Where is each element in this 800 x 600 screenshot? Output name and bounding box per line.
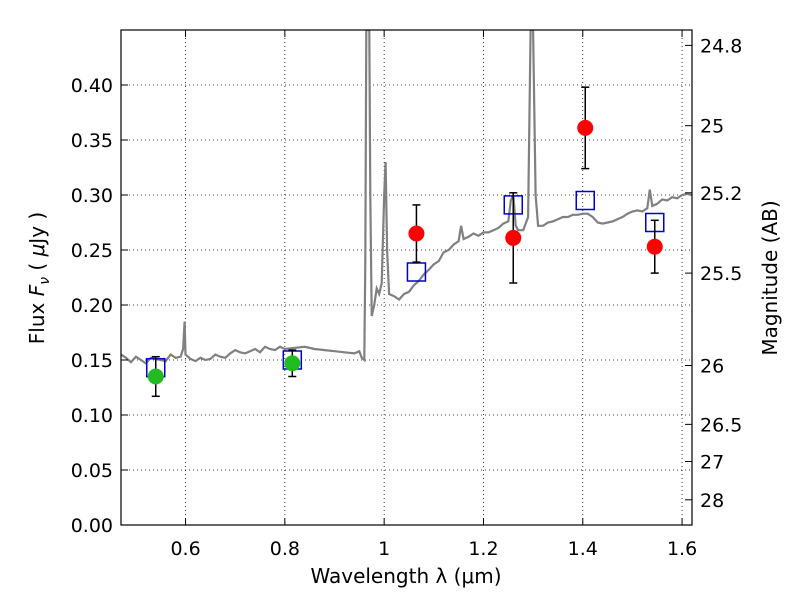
tick-labels: 0.6 0.8 1 1.2 1.4 1.6 0.00 0.05 0.10 0.15 0.20 0.25… (71, 35, 743, 560)
x-tick-label: 0.6 (170, 538, 200, 560)
right-axis-tick-label: 26 (700, 356, 724, 378)
photometry-point (577, 119, 594, 136)
right-axis-title: Magnitude (AB) (758, 200, 782, 355)
photometry-point (147, 368, 164, 385)
x-tick-label: 1.6 (667, 538, 697, 560)
grid (121, 30, 692, 526)
x-tick-label: 0.8 (270, 538, 300, 560)
right-axis-tick-label: 25.5 (700, 263, 742, 285)
x-tick-label: 1.2 (468, 538, 498, 560)
photometry-point (646, 238, 663, 255)
x-tick-label: 1 (378, 538, 390, 560)
spectrum-line (121, 30, 692, 365)
y-tick-label: 0.20 (71, 295, 113, 317)
x-axis-title: Wavelength λ (μm) (310, 564, 501, 588)
right-axis-tick-label: 28 (700, 490, 724, 512)
right-axis-tick-label: 27 (700, 452, 724, 474)
y-tick-label: 0.35 (71, 130, 113, 152)
right-axis-tick-label: 25.2 (700, 183, 742, 205)
x-tick-label: 1.4 (568, 538, 598, 560)
y-tick-label: 0.30 (71, 185, 113, 207)
right-axis-tick-label: 24.8 (700, 35, 742, 57)
photometry-point (408, 225, 425, 242)
model-photometry-point (575, 190, 595, 211)
right-axis-tick-label: 26.5 (700, 414, 742, 436)
photometry-point (284, 355, 301, 372)
photometry-point (505, 229, 522, 246)
model-photometry-point (406, 262, 427, 282)
y-tick-label: 0.05 (71, 460, 113, 482)
y-tick-label: 0.10 (71, 405, 113, 427)
plot-frame (120, 29, 693, 526)
right-axis-tick-label: 25 (700, 116, 724, 138)
y-axis-title: Flux Fν ( μJy ) (25, 212, 53, 344)
ticks (121, 30, 692, 526)
y-tick-label: 0.25 (71, 240, 113, 262)
y-tick-label: 0.15 (71, 350, 113, 372)
y-tick-label: 0.00 (71, 515, 113, 537)
plot-content (121, 30, 692, 398)
plot-background (121, 30, 692, 525)
y-tick-label: 0.40 (71, 75, 113, 97)
